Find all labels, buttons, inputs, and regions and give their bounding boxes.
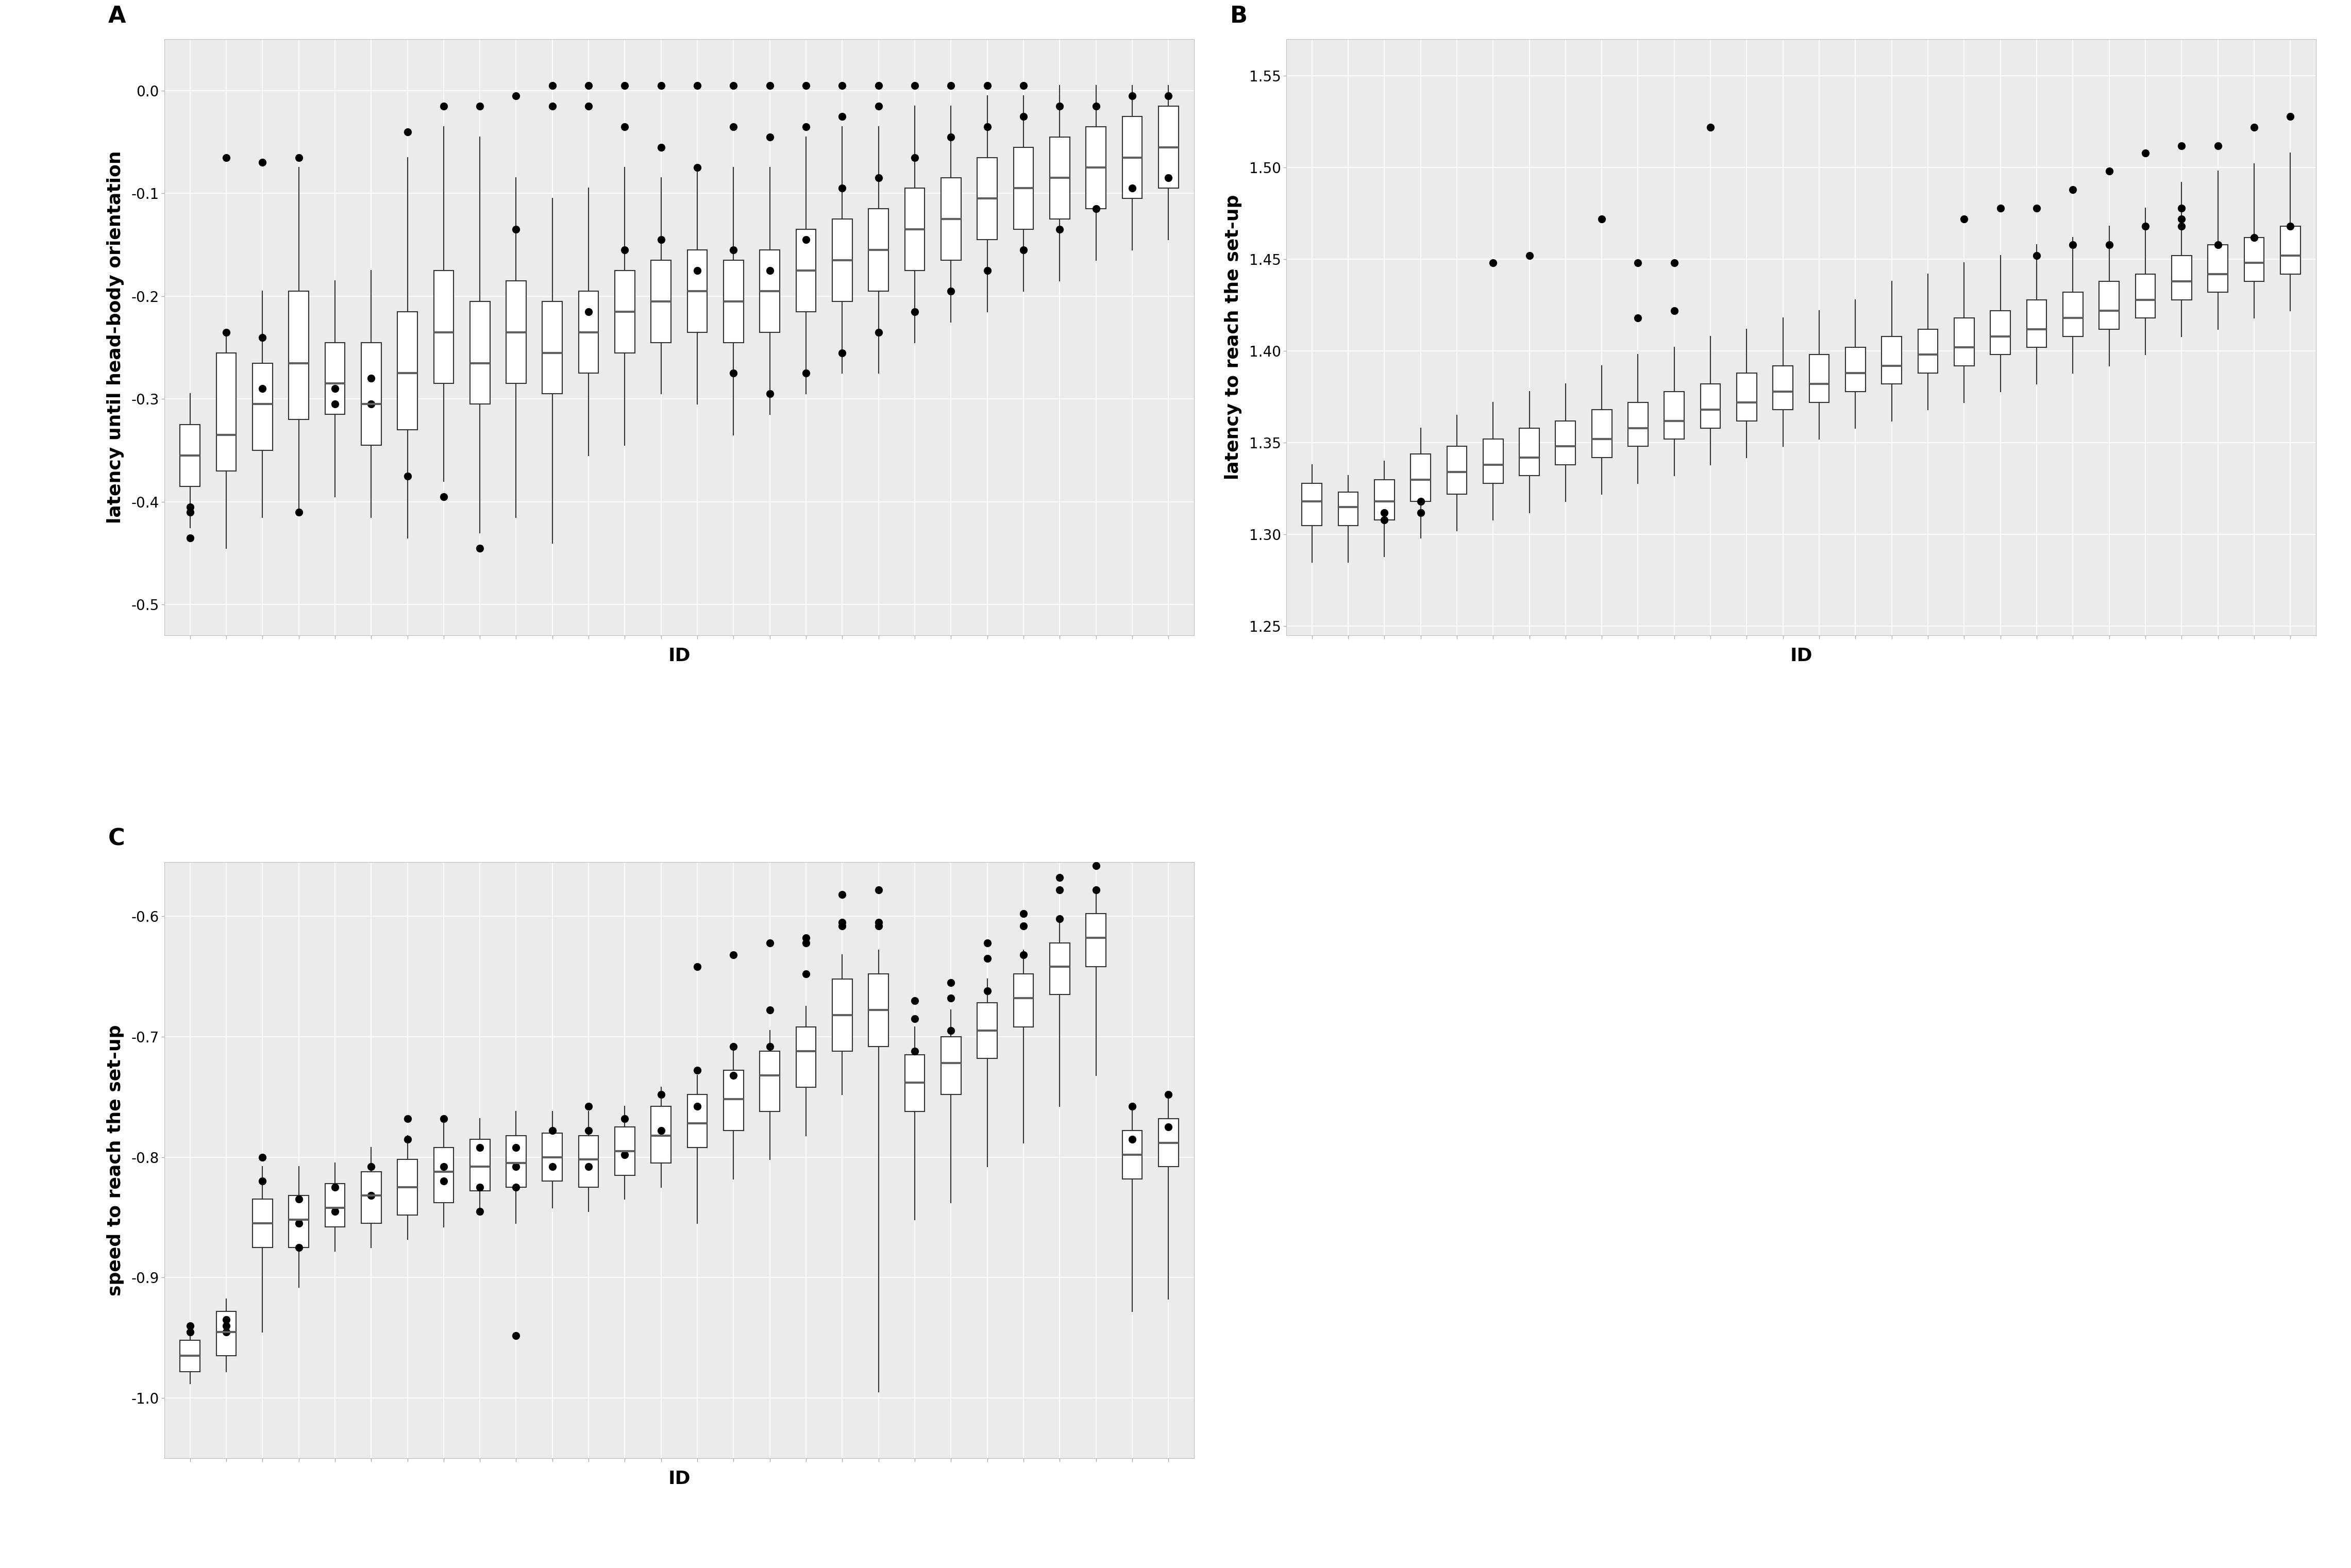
PathPatch shape — [797, 1027, 816, 1087]
PathPatch shape — [1737, 373, 1756, 420]
PathPatch shape — [1991, 310, 2010, 354]
PathPatch shape — [2245, 237, 2264, 281]
PathPatch shape — [543, 301, 562, 394]
PathPatch shape — [1086, 127, 1105, 209]
PathPatch shape — [1846, 348, 1864, 392]
PathPatch shape — [2027, 299, 2048, 348]
Y-axis label: speed to reach the set-up: speed to reach the set-up — [106, 1024, 125, 1295]
PathPatch shape — [1051, 136, 1070, 220]
Text: C: C — [108, 828, 125, 850]
PathPatch shape — [1881, 337, 1902, 384]
PathPatch shape — [543, 1134, 562, 1181]
Text: A: A — [108, 5, 125, 27]
PathPatch shape — [1338, 492, 1359, 525]
PathPatch shape — [1665, 392, 1683, 439]
PathPatch shape — [505, 281, 527, 384]
PathPatch shape — [616, 271, 635, 353]
PathPatch shape — [832, 978, 853, 1051]
PathPatch shape — [216, 1311, 235, 1356]
PathPatch shape — [1918, 329, 1937, 373]
PathPatch shape — [978, 157, 997, 240]
PathPatch shape — [1121, 116, 1143, 199]
Y-axis label: latency until head-body orientation: latency until head-body orientation — [106, 151, 125, 524]
PathPatch shape — [1302, 483, 1321, 525]
PathPatch shape — [686, 249, 708, 332]
PathPatch shape — [252, 364, 273, 450]
PathPatch shape — [1592, 409, 1613, 458]
PathPatch shape — [868, 974, 889, 1046]
PathPatch shape — [362, 342, 381, 445]
PathPatch shape — [905, 1055, 924, 1112]
PathPatch shape — [2099, 281, 2118, 329]
PathPatch shape — [2062, 292, 2083, 337]
PathPatch shape — [324, 1184, 346, 1228]
PathPatch shape — [1411, 453, 1429, 502]
PathPatch shape — [724, 260, 743, 342]
PathPatch shape — [470, 1138, 489, 1190]
PathPatch shape — [940, 1036, 962, 1094]
PathPatch shape — [362, 1171, 381, 1223]
PathPatch shape — [759, 1051, 781, 1112]
PathPatch shape — [1483, 439, 1502, 483]
PathPatch shape — [724, 1071, 743, 1131]
PathPatch shape — [505, 1135, 527, 1187]
PathPatch shape — [651, 1107, 670, 1163]
PathPatch shape — [1013, 974, 1034, 1027]
PathPatch shape — [470, 301, 489, 405]
PathPatch shape — [1519, 428, 1540, 475]
PathPatch shape — [1051, 942, 1070, 994]
PathPatch shape — [1954, 318, 1975, 365]
Text: B: B — [1230, 5, 1248, 27]
PathPatch shape — [1086, 914, 1105, 967]
PathPatch shape — [759, 249, 781, 332]
PathPatch shape — [2208, 245, 2229, 292]
PathPatch shape — [578, 292, 600, 373]
PathPatch shape — [181, 425, 200, 486]
PathPatch shape — [181, 1341, 200, 1372]
PathPatch shape — [252, 1200, 273, 1248]
X-axis label: ID: ID — [668, 1471, 691, 1488]
PathPatch shape — [324, 342, 346, 414]
PathPatch shape — [216, 353, 235, 470]
PathPatch shape — [1013, 147, 1034, 229]
PathPatch shape — [1159, 1118, 1178, 1167]
PathPatch shape — [905, 188, 924, 271]
PathPatch shape — [1700, 384, 1721, 428]
PathPatch shape — [1556, 420, 1575, 464]
PathPatch shape — [1627, 403, 1648, 447]
PathPatch shape — [1159, 107, 1178, 188]
PathPatch shape — [940, 179, 962, 260]
PathPatch shape — [433, 1148, 454, 1203]
PathPatch shape — [686, 1094, 708, 1148]
PathPatch shape — [397, 312, 418, 430]
PathPatch shape — [1446, 447, 1467, 494]
PathPatch shape — [1375, 480, 1394, 521]
PathPatch shape — [1773, 365, 1794, 409]
X-axis label: ID: ID — [668, 648, 691, 665]
PathPatch shape — [397, 1159, 418, 1215]
PathPatch shape — [289, 292, 308, 420]
PathPatch shape — [1121, 1131, 1143, 1179]
Y-axis label: latency to reach the set-up: latency to reach the set-up — [1225, 194, 1241, 480]
PathPatch shape — [289, 1196, 308, 1248]
PathPatch shape — [651, 260, 670, 342]
PathPatch shape — [1810, 354, 1829, 403]
PathPatch shape — [797, 229, 816, 312]
PathPatch shape — [868, 209, 889, 292]
PathPatch shape — [2135, 274, 2156, 318]
PathPatch shape — [978, 1004, 997, 1058]
X-axis label: ID: ID — [1789, 648, 1813, 665]
PathPatch shape — [578, 1135, 600, 1187]
PathPatch shape — [2280, 226, 2299, 274]
PathPatch shape — [433, 271, 454, 384]
PathPatch shape — [616, 1127, 635, 1174]
PathPatch shape — [2172, 256, 2191, 299]
PathPatch shape — [832, 220, 853, 301]
